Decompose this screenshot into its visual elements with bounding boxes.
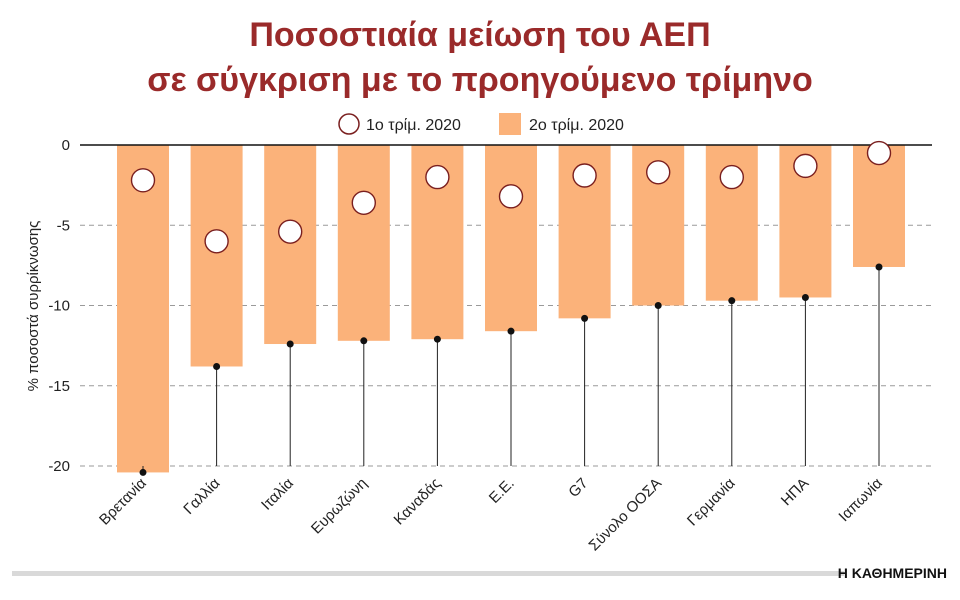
x-category-label: Ιαπωνία — [835, 475, 886, 526]
bars — [117, 145, 905, 473]
bar-end-point — [360, 337, 368, 345]
legend-label-q1: 1ο τρίμ. 2020 — [366, 117, 461, 134]
bar-end-point — [581, 314, 589, 322]
bar-end-point — [286, 340, 294, 348]
q1-marker — [130, 168, 156, 193]
bar-end-point — [801, 293, 809, 301]
x-category-label: Γαλλία — [180, 475, 223, 518]
bar-end-point — [654, 302, 662, 309]
y-ticks: 0 -5 -10 -15 -20 — [48, 137, 70, 475]
y-tick-label: 0 — [62, 137, 70, 154]
q1-marker — [866, 140, 892, 166]
bar — [337, 145, 390, 341]
footer-rule — [12, 571, 844, 576]
x-category-label: G7 — [565, 475, 591, 501]
q1-marker — [204, 229, 229, 254]
x-category-label: Ιταλία — [258, 475, 297, 514]
bar — [117, 145, 169, 473]
bar-end-point — [507, 327, 515, 335]
x-category-label: Ε.Ε. — [486, 475, 518, 507]
chart-title-line-2: σε σύγκριση με το προηγούμενο τρίμηνο — [147, 61, 813, 99]
q1-marker — [793, 153, 818, 179]
q1-marker — [278, 219, 303, 244]
markers — [130, 140, 892, 254]
legend: 1ο τρίμ. 2020 2ο τρίμ. 2020 — [338, 113, 624, 135]
bar — [853, 145, 905, 267]
x-category-label: Καναδάς — [391, 475, 445, 529]
x-category-label: Σύνολο ΟΟΣΑ — [586, 475, 666, 555]
chart-title-line-1: Ποσοστιαία μείωση του ΑΕΠ — [249, 16, 710, 54]
legend-marker-q1 — [338, 113, 360, 135]
x-categories: Βρετανία Γαλλία Ιταλία Ευρωζώνη Καναδάς Ε.Ε. G… — [96, 475, 886, 555]
q1-marker — [351, 190, 376, 215]
y-tick-label: -15 — [48, 378, 70, 395]
x-category-label: Γερμανία — [684, 475, 739, 530]
bar-end-point — [213, 362, 221, 370]
legend-label-q2: 2ο τρίμ. 2020 — [529, 117, 624, 134]
x-category-label: ΗΠΑ — [778, 475, 812, 509]
y-axis-title: % ποσοστά συρρίκνωσης — [25, 221, 42, 392]
legend-swatch-q2 — [499, 113, 521, 135]
bar-end-point — [875, 263, 883, 271]
q1-marker — [572, 163, 597, 188]
bar — [190, 145, 243, 367]
bar — [485, 145, 537, 332]
q1-marker — [646, 160, 671, 185]
bar-end-point — [728, 297, 736, 305]
stems — [139, 263, 883, 476]
q1-marker — [719, 164, 744, 190]
q1-marker — [498, 184, 524, 209]
y-tick-label: -20 — [48, 458, 70, 475]
bar — [264, 145, 317, 345]
y-tick-label: -10 — [48, 298, 70, 315]
bar-end-point — [139, 468, 147, 476]
q1-marker — [425, 164, 450, 190]
bar-end-point — [433, 335, 441, 343]
publisher-credit: Η ΚΑΘΗΜΕΡΙΝΗ — [838, 565, 947, 581]
x-category-label: Ευρωζώνη — [308, 475, 371, 538]
x-category-label: Βρετανία — [96, 475, 150, 529]
y-tick-label: -5 — [57, 217, 70, 234]
